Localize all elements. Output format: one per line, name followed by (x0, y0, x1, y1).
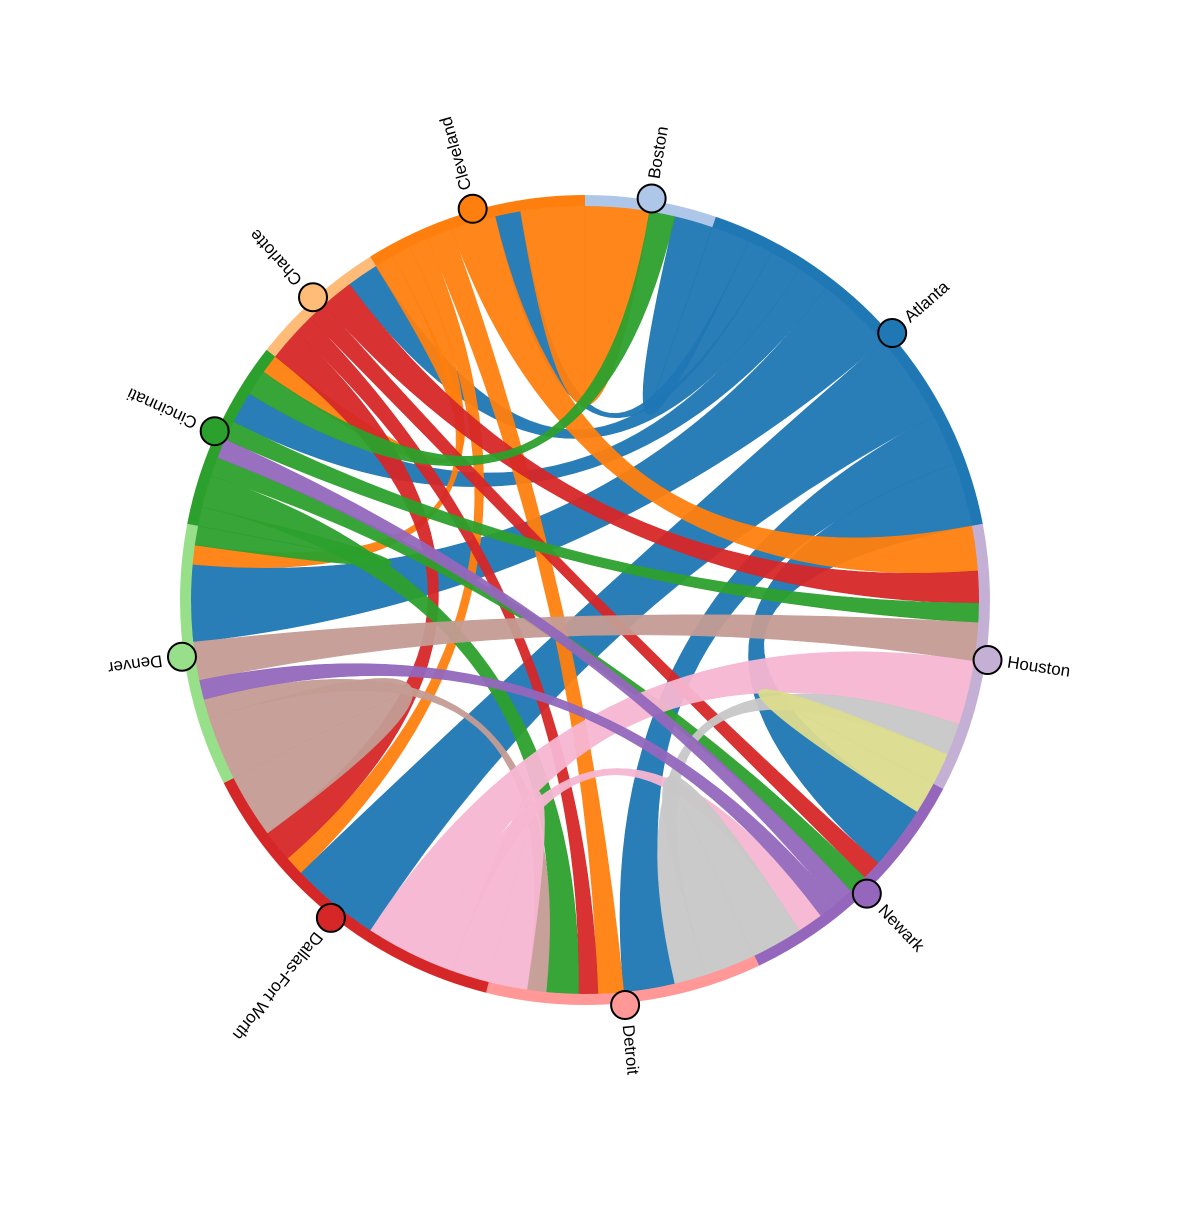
node-label: Atlanta (900, 277, 953, 326)
chord (194, 506, 392, 566)
node-label: Houston (1006, 653, 1071, 681)
chord (657, 693, 960, 984)
node-arc (187, 349, 276, 526)
node-marker (636, 183, 667, 214)
node-marker (610, 990, 641, 1021)
node-marker (199, 416, 230, 447)
chords (190, 205, 980, 995)
node-label: Boston (645, 125, 672, 180)
node-marker (457, 193, 488, 224)
node-label: Detroit (619, 1024, 643, 1076)
node-marker (166, 641, 197, 672)
node-marker (851, 878, 882, 909)
node-label: Dallas-Fort Worth (229, 928, 327, 1044)
node-marker (315, 902, 346, 933)
chord (758, 689, 948, 813)
node-label: Charlotte (246, 225, 306, 289)
node-label: Newark (875, 901, 929, 956)
node-label: Denver (106, 651, 163, 677)
node-label: Cincinnati (124, 384, 200, 432)
node-marker (972, 645, 1003, 676)
node-arc (754, 783, 944, 966)
node-marker (877, 318, 908, 349)
node-marker (297, 282, 328, 313)
node-arc (370, 195, 585, 267)
chord (192, 614, 979, 681)
node-label: Cleveland (436, 115, 475, 193)
